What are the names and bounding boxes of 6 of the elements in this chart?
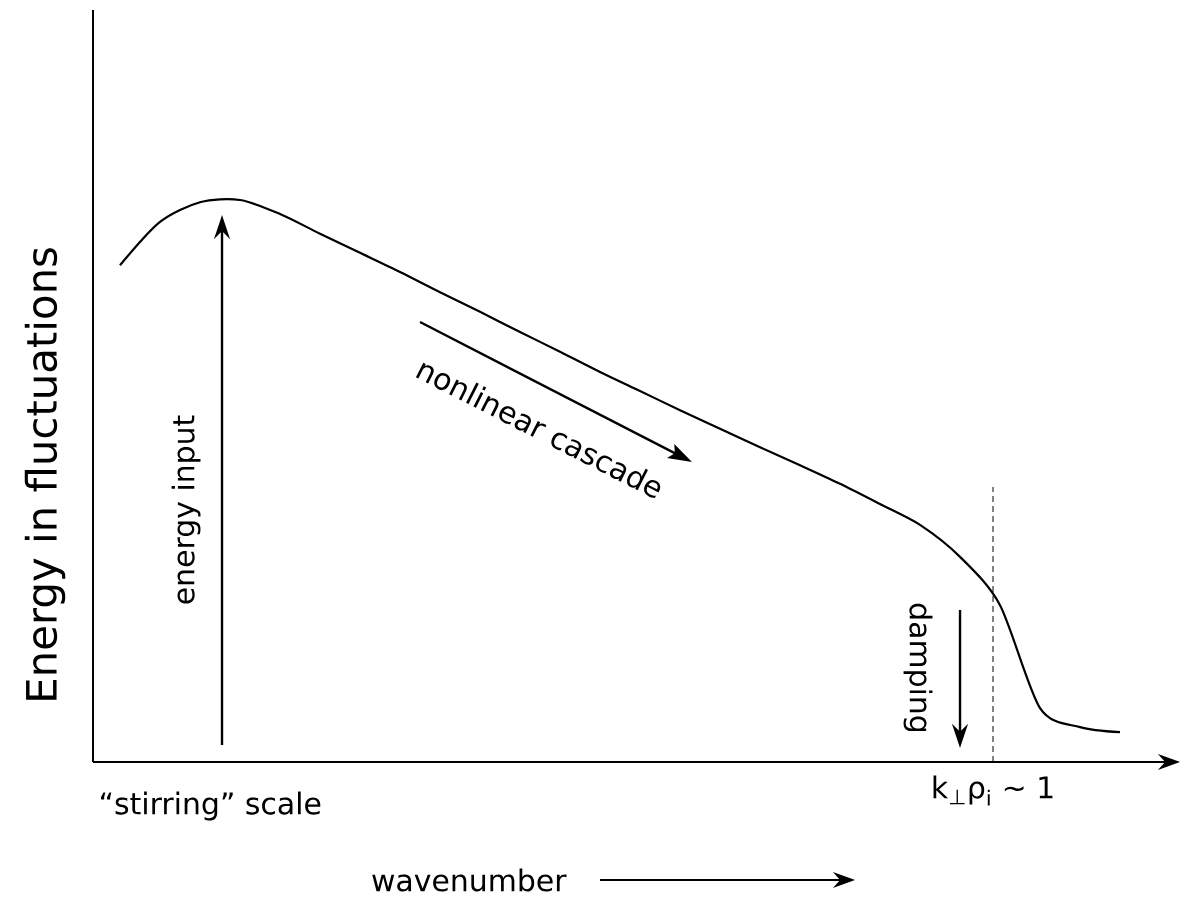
- text: k$_{⊥}$ρ$_{i}$ ~ 1: [933, 775, 1053, 806]
- annotation: energy input: [171, 415, 201, 604]
- y-axis-title: Energy in fluctuations: [24, 248, 66, 700]
- x-axis-title: wavenumber: [372, 868, 567, 892]
- text: “stirring” scale: [101, 791, 321, 821]
- annotation: damping: [903, 603, 933, 732]
